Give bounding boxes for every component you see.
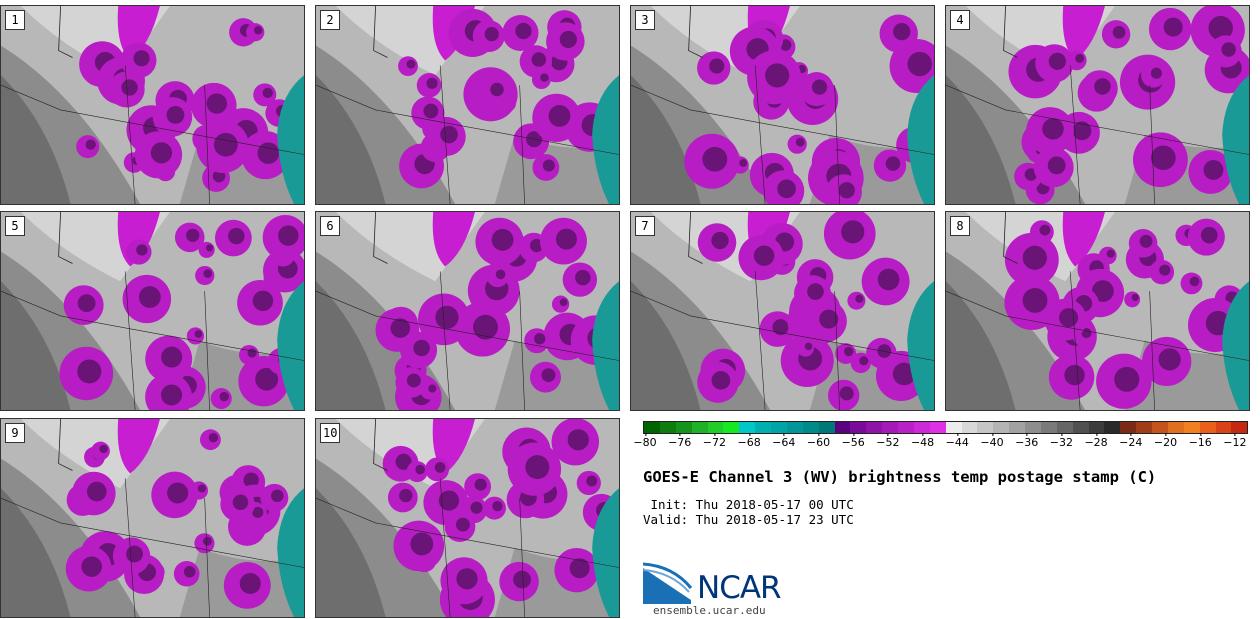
color-swatch: [675, 422, 692, 433]
panel-4: 4: [945, 5, 1250, 205]
color-scale-tick-label: −60: [806, 433, 831, 449]
satellite-map: [1, 6, 304, 204]
color-swatch: [1199, 422, 1216, 433]
satellite-map: [946, 6, 1249, 204]
color-scale-tick-label: −76: [668, 433, 692, 449]
color-swatch: [929, 422, 946, 433]
color-scale-tick-label: −28: [1084, 433, 1108, 449]
color-scale-tick-label: −44: [945, 433, 969, 449]
color-swatch: [1025, 422, 1041, 433]
color-swatch: [691, 422, 708, 433]
color-scale-tick-label: −40: [980, 433, 1004, 449]
color-scale-tick-label: −20: [1153, 433, 1178, 449]
color-scale-tick-label: −72: [702, 433, 726, 449]
color-swatch: [866, 422, 883, 433]
color-swatch: [1167, 422, 1184, 433]
color-scale-tick-label: −64: [772, 433, 796, 449]
satellite-map: [631, 6, 934, 204]
color-swatch: [1215, 422, 1232, 433]
satellite-map: [1, 419, 304, 617]
color-swatch: [961, 422, 978, 433]
panel-2: 2: [315, 5, 620, 205]
panel-7: 7: [630, 211, 935, 411]
color-scale-tick-label: −32: [1049, 433, 1073, 449]
color-swatch: [1009, 422, 1025, 433]
color-scale-tick-label: −24: [1119, 433, 1143, 449]
color-swatch: [1136, 422, 1152, 433]
color-swatch: [1056, 422, 1073, 433]
panel-number: 4: [950, 10, 970, 30]
color-swatch: [882, 422, 898, 433]
color-swatch: [898, 422, 914, 433]
color-swatch: [945, 422, 962, 433]
ncar-logo-text: NCAR: [697, 570, 782, 606]
init-time: Init: Thu 2018-05-17 00 UTC: [643, 497, 854, 512]
panel-9: 9: [0, 418, 305, 618]
color-swatch: [723, 422, 740, 433]
color-swatch: [1072, 422, 1089, 433]
satellite-map: [316, 6, 619, 204]
color-swatch: [707, 422, 724, 433]
color-swatch: [1088, 422, 1105, 433]
panel-10: 10: [315, 418, 620, 618]
color-swatch: [659, 422, 676, 433]
color-swatch: [1040, 422, 1057, 433]
color-swatch: [644, 422, 660, 433]
panel-number: 7: [635, 216, 655, 236]
satellite-map: [631, 212, 934, 410]
color-swatch: [1120, 422, 1137, 433]
color-swatch: [818, 422, 835, 433]
ncar-logo-icon: [643, 562, 693, 604]
satellite-map: [1, 212, 304, 410]
panel-number: 3: [635, 10, 655, 30]
color-swatch: [834, 422, 851, 433]
panel-number: 8: [950, 216, 970, 236]
plot-title: GOES-E Channel 3 (WV) brightness temp po…: [643, 468, 1157, 486]
color-scale-tick-label: −52: [876, 433, 900, 449]
color-swatch: [1183, 422, 1200, 433]
panel-number: 2: [320, 10, 340, 30]
color-scale-tick-label: −16: [1188, 433, 1212, 449]
color-scale-tick-label: −12: [1223, 433, 1247, 449]
satellite-map: [316, 212, 619, 410]
color-scale-bar: [643, 421, 1248, 434]
color-swatch: [771, 422, 787, 433]
panel-number: 6: [320, 216, 340, 236]
color-scale-tick-label: −80: [633, 433, 657, 449]
panel-number: 10: [320, 423, 341, 443]
color-swatch: [1104, 422, 1121, 433]
color-swatch: [786, 422, 803, 433]
valid-time: Valid: Thu 2018-05-17 23 UTC: [643, 512, 854, 527]
satellite-map: [316, 419, 619, 617]
color-scale-tick-label: −36: [1015, 433, 1039, 449]
color-swatch: [1152, 422, 1168, 433]
site-url: ensemble.ucar.edu: [653, 604, 766, 617]
color-swatch: [850, 422, 867, 433]
panel-3: 3: [630, 5, 935, 205]
color-swatch: [802, 422, 819, 433]
color-scale-tick-label: −68: [737, 433, 761, 449]
color-swatch: [755, 422, 771, 433]
color-scale-tick-label: −48: [910, 433, 935, 449]
panel-8: 8: [945, 211, 1250, 411]
satellite-map: [946, 212, 1249, 410]
color-swatch: [1231, 422, 1248, 433]
color-swatch: [977, 422, 994, 433]
color-scale-tick-label: −56: [841, 433, 865, 449]
color-swatch: [913, 422, 930, 433]
panel-number: 9: [5, 423, 25, 443]
panel-number: 1: [5, 10, 25, 30]
panel-5: 5: [0, 211, 305, 411]
panel-number: 5: [5, 216, 25, 236]
panel-6: 6: [315, 211, 620, 411]
color-swatch: [993, 422, 1010, 433]
panel-1: 1: [0, 5, 305, 205]
color-scale-ticks: −80 −76 −72 −68 −64 −60 −56 −52 −48 −44 −40 −36 −32−…: [633, 433, 1248, 456]
color-swatch: [739, 422, 756, 433]
